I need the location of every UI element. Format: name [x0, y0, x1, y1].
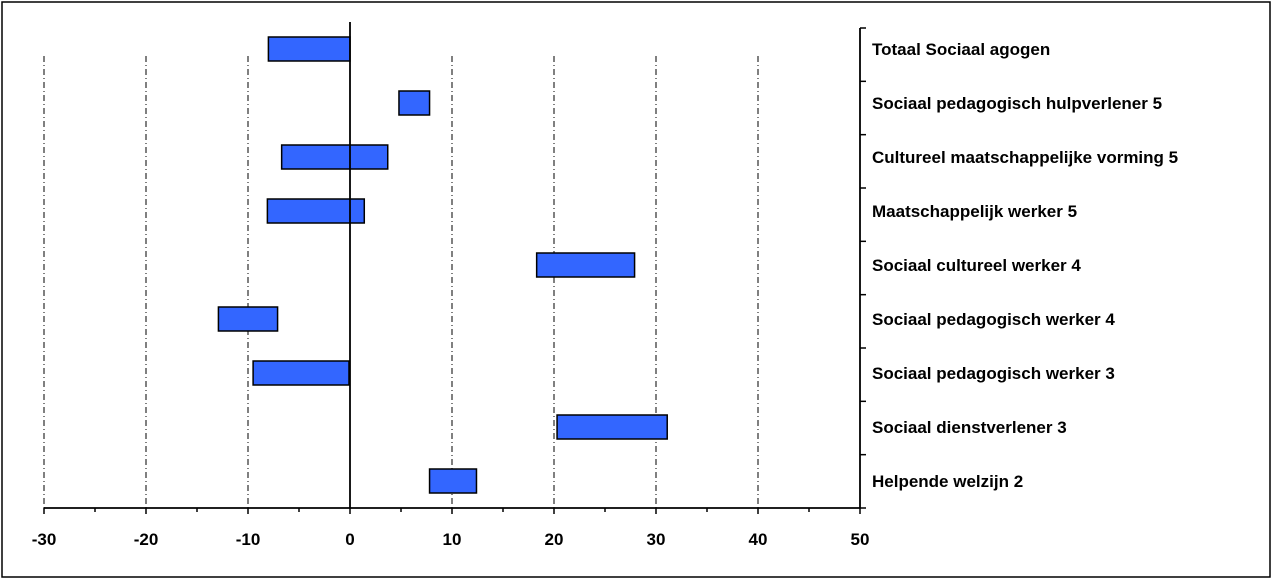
bar-7	[252, 360, 350, 386]
category-label: Maatschappelijk werker 5	[872, 202, 1077, 221]
category-label: Sociaal dienstverlener 3	[872, 418, 1067, 437]
category-label: Sociaal pedagogisch hulpverlener 5	[872, 94, 1162, 113]
x-tick-label: 20	[545, 530, 564, 549]
bar-3	[280, 144, 389, 170]
axes	[43, 22, 866, 514]
x-tick-label: -20	[134, 530, 159, 549]
bar-5	[535, 252, 636, 278]
x-tick-label: 30	[647, 530, 666, 549]
x-tick-label: -10	[236, 530, 261, 549]
x-tick-label: 10	[443, 530, 462, 549]
category-labels: Totaal Sociaal agogen Sociaal pedagogisch…	[872, 40, 1178, 491]
category-label: Totaal Sociaal agogen	[872, 40, 1050, 59]
category-label: Sociaal pedagogisch werker 3	[872, 364, 1115, 383]
bar-6	[217, 306, 279, 332]
bar-8	[556, 414, 668, 440]
category-label: Cultureel maatschappelijke vorming 5	[872, 148, 1178, 167]
x-tick-label: 0	[345, 530, 354, 549]
x-tick-labels: -30 -20 -10 0 10 20 30 40 50	[32, 530, 870, 549]
x-tick-label: 50	[851, 530, 870, 549]
x-tick-label: -30	[32, 530, 57, 549]
bar-9	[428, 468, 478, 494]
category-label: Sociaal pedagogisch werker 4	[872, 310, 1115, 329]
bar-1	[267, 36, 351, 62]
x-tick-label: 40	[749, 530, 768, 549]
grid-lines	[43, 56, 759, 508]
category-label: Helpende welzijn 2	[872, 472, 1023, 491]
bar-4	[266, 198, 366, 224]
category-label: Sociaal cultureel werker 4	[872, 256, 1081, 275]
bar-2	[398, 90, 431, 116]
bars	[217, 36, 668, 494]
